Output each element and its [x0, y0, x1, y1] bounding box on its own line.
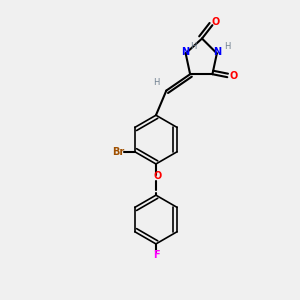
- Text: F: F: [153, 250, 159, 260]
- Text: Br: Br: [112, 147, 124, 157]
- Text: O: O: [229, 71, 237, 81]
- Text: N: N: [213, 47, 221, 57]
- Text: O: O: [212, 17, 220, 27]
- Text: O: O: [153, 172, 162, 182]
- Text: N: N: [181, 47, 189, 57]
- Text: H: H: [190, 42, 197, 51]
- Text: H: H: [153, 78, 159, 87]
- Text: H: H: [224, 42, 230, 51]
